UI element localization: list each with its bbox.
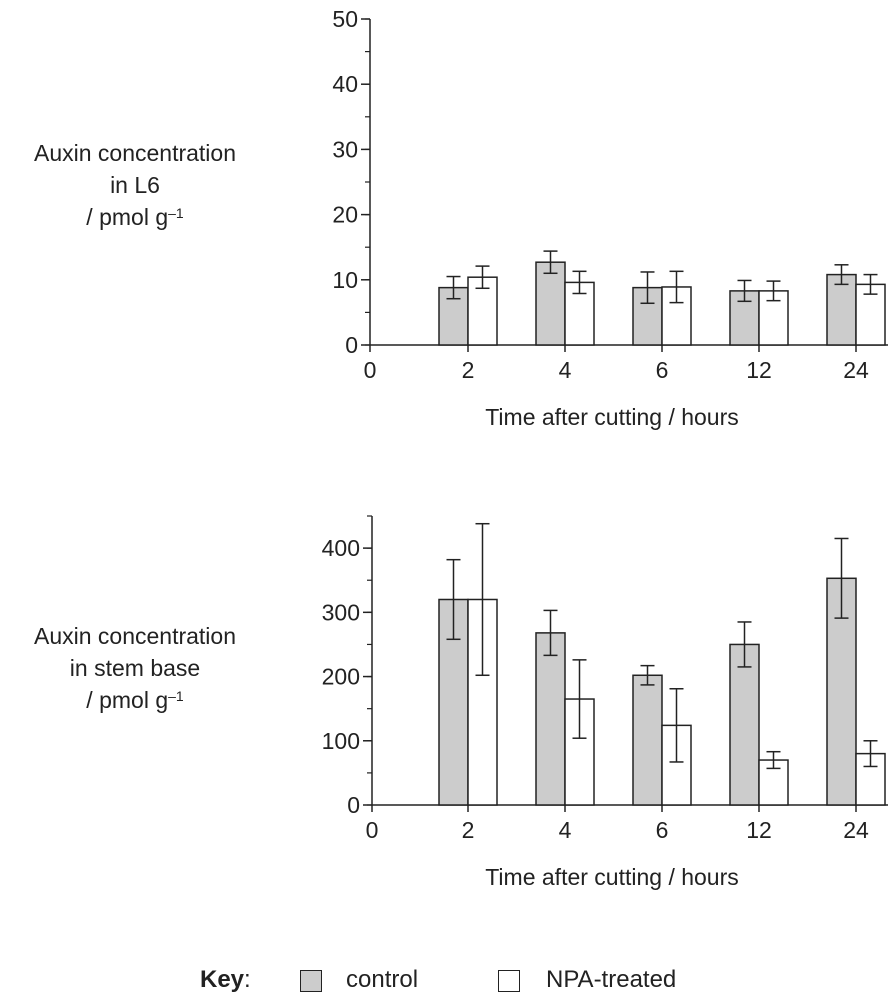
x-tick-label: 6 bbox=[656, 817, 669, 843]
y-tick-label: 40 bbox=[332, 71, 358, 97]
y-tick-label: 400 bbox=[322, 535, 360, 561]
bar-control bbox=[826, 273, 857, 346]
x-tick-label: 4 bbox=[559, 357, 572, 383]
legend: Key: control NPA-treated bbox=[0, 966, 888, 993]
legend-swatch-control bbox=[300, 970, 322, 992]
y-tick-label: 0 bbox=[345, 332, 358, 358]
chart1-ylabel-line2: in L6 bbox=[110, 172, 160, 198]
bar-control bbox=[535, 261, 566, 346]
chart2-ylabel-line2: in stem base bbox=[69, 655, 201, 681]
y-tick-label: 10 bbox=[332, 267, 358, 293]
bar-control bbox=[535, 632, 566, 806]
y-tick-label: 30 bbox=[332, 136, 358, 162]
chart1-ylabel-line3: / pmol g–1 bbox=[86, 204, 184, 230]
x-tick-label: 24 bbox=[843, 357, 869, 383]
y-tick-label: 20 bbox=[332, 202, 358, 228]
x-axis-label: Time after cutting / hours bbox=[485, 404, 739, 430]
chart1-ylabel-line1: Auxin concentration bbox=[33, 140, 236, 166]
x-tick-label: 0 bbox=[364, 357, 377, 383]
chart2-ylabel-line3: / pmol g–1 bbox=[86, 687, 184, 713]
y-tick-label: 100 bbox=[322, 728, 360, 754]
x-tick-label: 2 bbox=[462, 357, 475, 383]
x-axis-label: Time after cutting / hours bbox=[485, 864, 739, 890]
x-tick-label: 12 bbox=[746, 817, 772, 843]
chart1-ylabel: Auxin concentration in L6 / pmol g–1 bbox=[0, 137, 270, 233]
legend-swatch-npa bbox=[498, 970, 520, 992]
legend-label-control: control bbox=[346, 966, 419, 993]
y-tick-label: 300 bbox=[322, 599, 360, 625]
x-tick-label: 24 bbox=[843, 817, 869, 843]
bar-control bbox=[632, 674, 663, 806]
chart2-ylabel-line1: Auxin concentration bbox=[33, 623, 236, 649]
x-tick-label: 4 bbox=[559, 817, 572, 843]
legend-label-npa: NPA-treated bbox=[546, 966, 677, 993]
y-tick-label: 0 bbox=[347, 792, 360, 818]
bar-control bbox=[729, 643, 760, 806]
x-tick-label: 0 bbox=[366, 817, 379, 843]
chart2-ylabel: Auxin concentration in stem base / pmol … bbox=[0, 620, 270, 716]
x-tick-label: 2 bbox=[462, 817, 475, 843]
legend-title: Key: bbox=[200, 966, 251, 993]
bar-npa-treated bbox=[661, 724, 692, 806]
y-tick-label: 50 bbox=[332, 6, 358, 32]
x-tick-label: 12 bbox=[746, 357, 772, 383]
y-tick-label: 200 bbox=[322, 664, 360, 690]
x-tick-label: 6 bbox=[656, 357, 669, 383]
